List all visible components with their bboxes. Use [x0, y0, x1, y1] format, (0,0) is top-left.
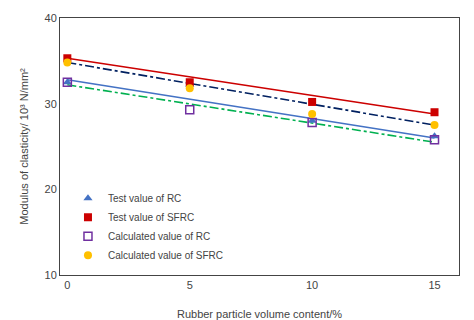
- svg-text:Modulus of clasticity/ 10³ N/m: Modulus of clasticity/ 10³ N/mm²: [18, 68, 30, 225]
- svg-text:0: 0: [64, 279, 70, 291]
- svg-text:Test value of RC: Test value of RC: [108, 193, 181, 204]
- svg-text:10: 10: [306, 279, 318, 291]
- svg-text:Calculated value of RC: Calculated value of RC: [108, 231, 210, 242]
- svg-text:Rubber particle volume content: Rubber particle volume content/%: [177, 308, 342, 320]
- svg-text:20: 20: [45, 183, 57, 195]
- svg-text:10: 10: [45, 269, 57, 281]
- svg-text:15: 15: [428, 279, 440, 291]
- svg-text:Test value of SFRC: Test value of SFRC: [108, 212, 194, 223]
- svg-text:Calculated value of SFRC: Calculated value of SFRC: [108, 250, 223, 261]
- svg-text:30: 30: [45, 98, 57, 110]
- svg-text:5: 5: [187, 279, 193, 291]
- svg-text:40: 40: [45, 12, 57, 24]
